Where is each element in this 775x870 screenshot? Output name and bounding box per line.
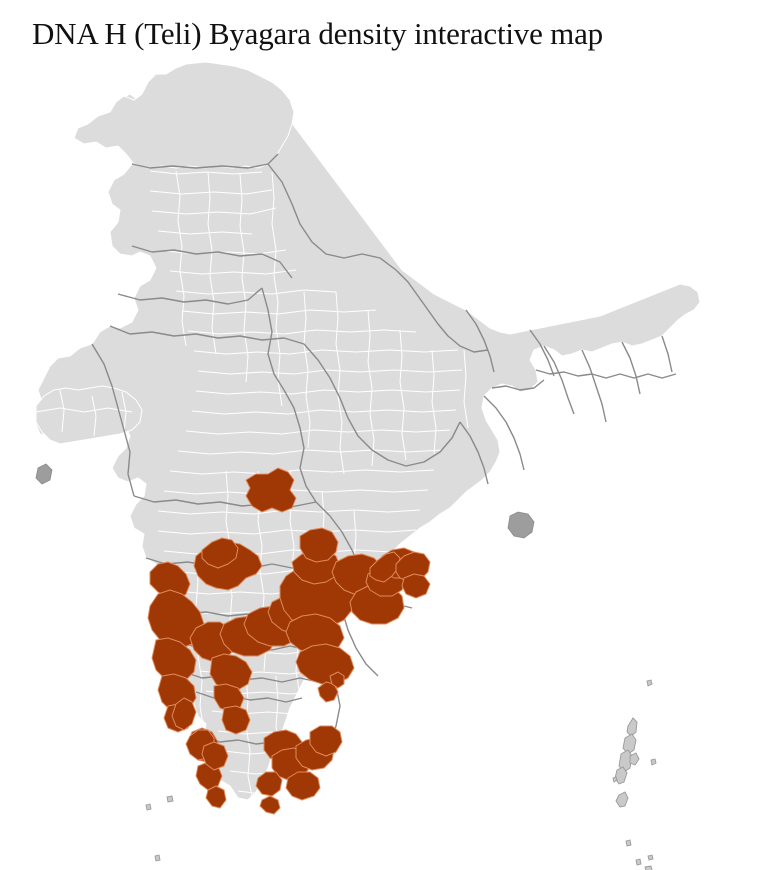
lakshadweep-islands[interactable] [145, 795, 174, 862]
highlight-district[interactable] [201, 741, 229, 771]
island-dot[interactable] [644, 865, 653, 870]
india-mainland-base[interactable] [35, 65, 701, 801]
india-choropleth-svg[interactable] [0, 56, 775, 870]
highlighted-districts-layer[interactable] [147, 467, 431, 815]
island-shape[interactable] [618, 749, 633, 773]
highlight-district[interactable] [255, 771, 283, 797]
island-dot[interactable] [647, 854, 654, 861]
highlight-district[interactable] [201, 537, 239, 569]
highlight-district[interactable] [395, 551, 431, 583]
india-map-container[interactable] [0, 56, 775, 870]
highlight-district[interactable] [285, 771, 321, 801]
island-shape[interactable] [629, 752, 640, 766]
page-title: DNA H (Teli) Byagara density interactive… [32, 16, 603, 51]
highlight-district[interactable] [221, 705, 251, 735]
highlight-district[interactable] [259, 795, 281, 815]
island-dot[interactable] [646, 679, 653, 687]
highlight-district[interactable] [151, 637, 197, 683]
sundarbans-accent [507, 511, 535, 539]
jammu-kashmir-base[interactable] [73, 61, 295, 169]
highlight-district[interactable] [309, 725, 343, 757]
highlight-district[interactable] [171, 697, 197, 731]
island-shape[interactable] [615, 791, 629, 808]
andaman-nicobar-islands[interactable] [612, 679, 657, 870]
island-dot[interactable] [635, 858, 642, 866]
highlight-district[interactable] [299, 527, 339, 563]
island-dot[interactable] [612, 776, 618, 783]
island-dot[interactable] [650, 758, 657, 766]
island-dot[interactable] [166, 795, 174, 803]
highlight-district[interactable] [401, 573, 431, 599]
island-dot[interactable] [145, 803, 152, 811]
island-shape[interactable] [626, 717, 638, 737]
highlight-district[interactable] [329, 671, 345, 689]
island-dot[interactable] [154, 854, 161, 862]
island-shape[interactable] [622, 733, 637, 755]
highlight-district[interactable] [149, 561, 191, 601]
island-shape[interactable] [614, 766, 628, 785]
coastal-accent-layer [35, 463, 535, 539]
highlight-district[interactable] [317, 681, 339, 703]
highlight-district[interactable] [245, 467, 297, 513]
island-dot[interactable] [625, 839, 632, 847]
highlight-district[interactable] [209, 653, 253, 691]
kutch-accent [35, 463, 53, 485]
highlight-district[interactable] [205, 785, 227, 809]
